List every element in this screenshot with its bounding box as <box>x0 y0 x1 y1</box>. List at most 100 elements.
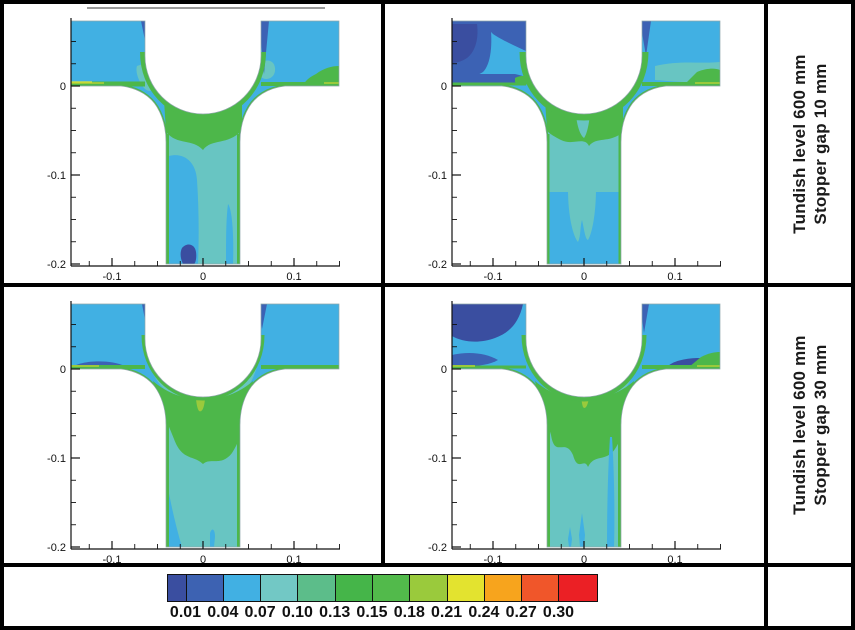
row-label-bottom-line2: Stopper gap 30 mm <box>810 344 830 506</box>
row-label-bottom-line1: Tundish level 600 mm <box>789 335 809 515</box>
contour-region <box>535 381 634 467</box>
x-tick-label: 0 <box>200 554 206 563</box>
contour-panel-top-right: 0 -0.1 -0.2 -0.1 0 0.1 <box>385 4 764 283</box>
legend-tick-label: 0.24 <box>468 604 500 621</box>
y-tick-label: -0.1 <box>428 453 447 465</box>
legend-tick-label: 0.18 <box>393 604 425 621</box>
axes <box>70 301 340 550</box>
contour-region <box>153 381 253 464</box>
domain-outline <box>451 20 721 265</box>
y-tick-label: 0 <box>60 81 66 93</box>
y-tick-label: -0.2 <box>428 259 447 271</box>
legend-swatch <box>168 575 187 601</box>
row-label-cell-bottom: Tundish level 600 mm Stopper gap 30 mm <box>768 287 851 563</box>
legend-tick-label: 0.04 <box>207 604 239 621</box>
legend-swatch <box>559 575 597 601</box>
contour-region <box>169 155 199 264</box>
contour-plot-bottom-left: 0 -0.1 -0.2 -0.1 0 0.1 <box>47 301 340 563</box>
x-tick-label: -0.1 <box>103 271 122 283</box>
legend-right-empty-cell <box>768 567 851 626</box>
legend-tick-label: 0.07 <box>244 604 276 621</box>
y-tick-label: -0.1 <box>47 170 66 182</box>
contour-region <box>452 304 523 342</box>
x-tick-label: 0 <box>200 271 206 283</box>
x-tick-label: 0.1 <box>667 554 682 563</box>
legend-tick-label: 0.01 <box>169 604 202 621</box>
row-label-top-line1: Tundish level 600 mm <box>789 53 809 234</box>
top-rule <box>87 7 325 9</box>
x-tick-label: -0.1 <box>103 554 122 563</box>
contour-region <box>259 21 269 74</box>
legend-swatch <box>223 575 262 601</box>
contour-region <box>210 529 215 547</box>
x-tick-label: 0.1 <box>286 554 301 563</box>
legend-tick-label: 0.27 <box>505 604 537 621</box>
contour-region <box>579 513 585 547</box>
row-label-top-line2: Stopper gap 10 mm <box>810 62 830 225</box>
contour-region <box>146 315 181 399</box>
contour-panel-bottom-left: 0 -0.1 -0.2 -0.1 0 0.1 <box>4 287 381 563</box>
y-tick-label: -0.1 <box>428 170 447 182</box>
legend-swatch <box>298 575 336 601</box>
axis-labels: 0 -0.1 -0.2 -0.1 0 0.1 <box>47 81 302 283</box>
contour-region <box>485 21 531 52</box>
legend-tick-label: 0.13 <box>319 604 351 621</box>
y-tick-label: 0 <box>441 364 447 376</box>
contour-field <box>71 304 339 547</box>
x-tick-label: 0 <box>581 271 587 283</box>
contour-region <box>452 352 498 367</box>
contour-region <box>568 527 572 547</box>
legend-tick-label: 0.30 <box>542 604 575 621</box>
x-tick-label: 0 <box>581 554 587 563</box>
contour-region <box>180 244 197 264</box>
legend-tick-label: 0.21 <box>431 604 463 621</box>
legend-swatch <box>372 575 411 601</box>
x-tick-label: 0.1 <box>667 271 682 283</box>
contour-field <box>452 304 720 547</box>
contour-region <box>640 21 651 56</box>
contour-region <box>685 68 720 84</box>
contour-plot-top-right: 0 -0.1 -0.2 -0.1 0 0.1 <box>428 18 721 283</box>
x-tick-label: 0.1 <box>286 271 301 283</box>
contour-region <box>535 70 551 90</box>
contour-region <box>304 66 339 84</box>
axis-labels: 0 -0.1 -0.2 -0.1 0 0.1 <box>428 81 683 283</box>
contour-panel-top-left: 0 -0.1 -0.2 -0.1 0 0.1 <box>4 4 381 283</box>
y-tick-label: -0.2 <box>47 542 66 554</box>
legend-tick-label: 0.10 <box>281 604 313 621</box>
contour-region <box>226 204 234 264</box>
domain-outline <box>70 20 340 265</box>
axes <box>451 301 721 550</box>
contour-region <box>167 483 182 547</box>
axis-labels: 0 -0.1 -0.2 -0.1 0 0.1 <box>47 364 302 563</box>
contour-region <box>689 352 720 367</box>
legend-tick-label: 0.15 <box>356 604 388 621</box>
legend-swatch <box>447 575 485 601</box>
legend-swatch <box>335 575 373 601</box>
row-label-top: Tundish level 600 mm Stopper gap 10 mm <box>789 54 831 233</box>
axes <box>70 18 340 267</box>
y-tick-label: -0.2 <box>428 542 447 554</box>
contour-panel-bottom-right: 0 -0.1 -0.2 -0.1 0 0.1 <box>385 287 764 563</box>
axis-labels: 0 -0.1 -0.2 -0.1 0 0.1 <box>428 364 683 563</box>
y-tick-label: -0.2 <box>47 259 66 271</box>
legend-swatch <box>261 575 299 601</box>
legend-swatch <box>186 575 224 601</box>
contour-field <box>71 21 339 264</box>
x-tick-label: -0.1 <box>484 271 503 283</box>
contour-region <box>607 437 615 547</box>
contour-band-line <box>519 51 649 121</box>
legend-swatch <box>410 575 448 601</box>
legend-swatch <box>484 575 523 601</box>
row-label-cell-top: Tundish level 600 mm Stopper gap 10 mm <box>768 4 851 283</box>
contour-region <box>226 315 260 401</box>
axes <box>451 18 721 267</box>
contour-plot-bottom-right: 0 -0.1 -0.2 -0.1 0 0.1 <box>428 301 721 563</box>
contour-region <box>568 189 596 242</box>
contour-field <box>452 21 720 264</box>
legend-swatch <box>522 575 560 601</box>
domain-outline <box>70 303 340 548</box>
color-scale-bar <box>167 574 598 602</box>
y-tick-label: 0 <box>441 81 447 93</box>
